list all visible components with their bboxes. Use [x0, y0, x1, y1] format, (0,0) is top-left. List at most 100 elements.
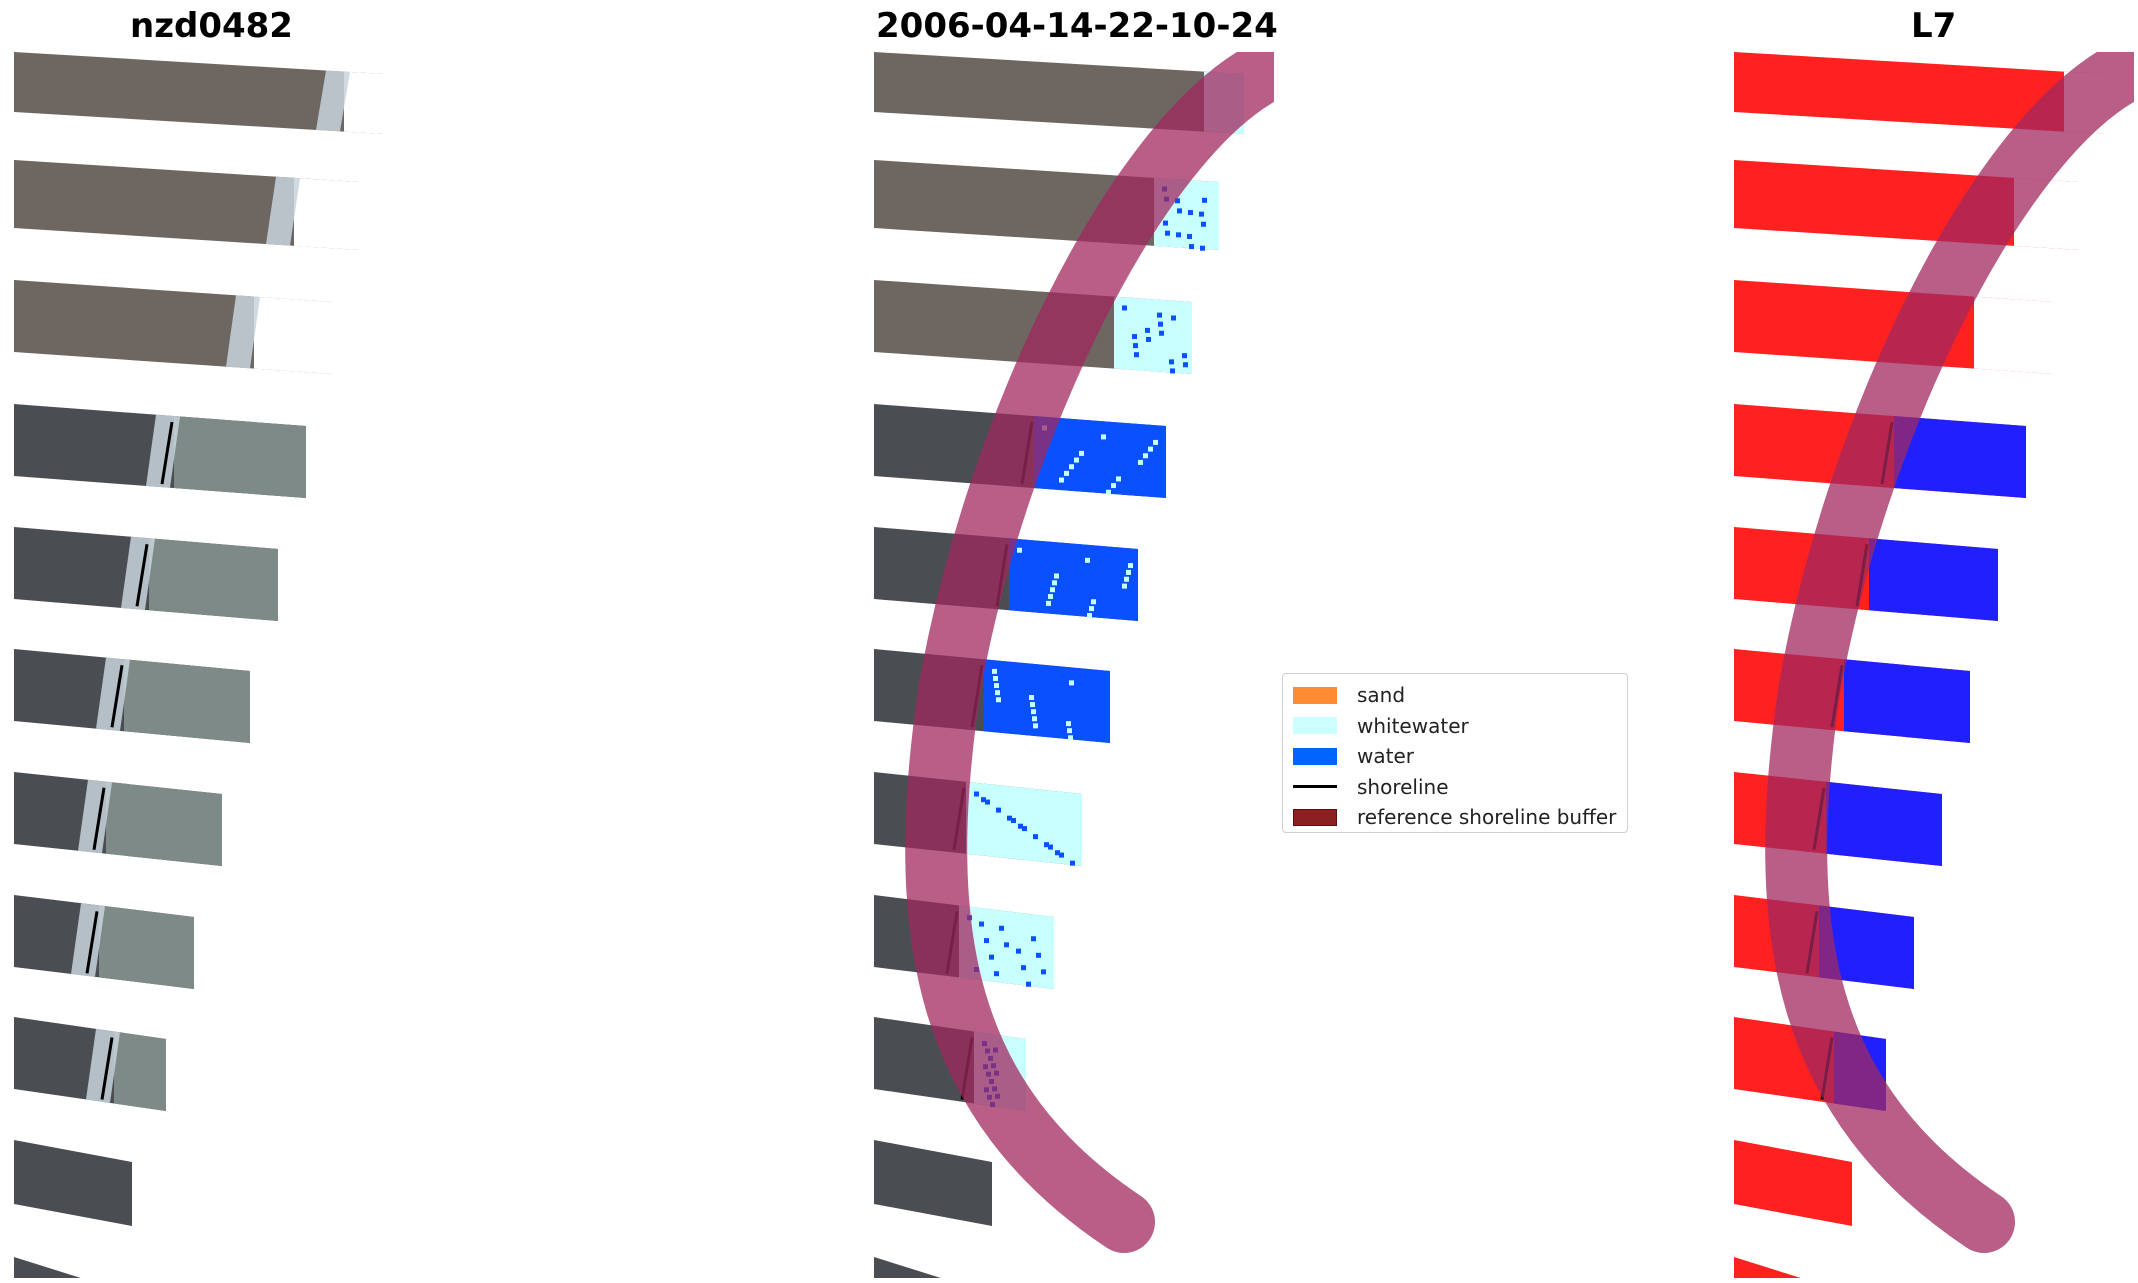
legend-label: sand: [1357, 683, 1406, 708]
rgb-image-panel: [14, 52, 414, 1278]
legend-label: water: [1357, 744, 1414, 769]
sea-area: [1844, 659, 1970, 743]
class-speckle: [1177, 208, 1182, 214]
image-strip: [14, 404, 306, 498]
class-speckle: [996, 807, 1001, 813]
class-speckle: [1069, 464, 1074, 470]
shoreline-segment: [110, 665, 124, 728]
class-speckle: [1169, 359, 1174, 365]
class-speckle: [1069, 680, 1074, 686]
image-strip: [14, 1017, 166, 1111]
class-speckle: [1175, 198, 1180, 204]
sea-area: [1826, 781, 1942, 866]
class-speckle: [989, 954, 994, 960]
class-speckle: [1018, 823, 1023, 829]
class-speckle: [984, 938, 989, 944]
surf-band: [226, 295, 260, 369]
class-speckle: [1059, 852, 1064, 858]
image-strip: [14, 280, 332, 374]
reference-shoreline-buffer: [1765, 52, 2134, 1253]
shoreline-line-icon: [1293, 785, 1337, 789]
whitewater-swatch: [1293, 717, 1337, 735]
sea-area: [1034, 416, 1166, 498]
class-speckle: [1201, 221, 1206, 227]
class-speckle: [1048, 594, 1053, 600]
land-area: [1734, 1140, 1852, 1226]
image-strip: [14, 1257, 81, 1278]
classified-image: [874, 52, 1274, 1278]
class-speckle: [1036, 952, 1041, 958]
class-speckle: [1111, 483, 1116, 489]
classified-image-panel: [874, 52, 1274, 1278]
sea-area: [1009, 538, 1138, 621]
sea-area: [114, 1031, 166, 1111]
sea-area: [124, 659, 250, 743]
image-strip: [1734, 1140, 1852, 1226]
class-speckle: [995, 690, 1000, 696]
image-strip: [1734, 772, 1942, 866]
class-speckle: [1170, 368, 1175, 374]
class-speckle: [1050, 587, 1055, 593]
class-speckle: [1143, 453, 1148, 459]
class-speckle: [994, 971, 999, 977]
class-speckle: [1163, 220, 1168, 226]
index-image-panel: [1734, 52, 2134, 1278]
class-speckle: [1026, 981, 1031, 987]
sea-area: [966, 781, 1082, 866]
sea-area: [254, 296, 332, 374]
class-speckle: [1200, 245, 1205, 251]
shoreline-segment: [100, 1037, 114, 1100]
image-strip: [874, 649, 1110, 743]
index-image: [1734, 52, 2134, 1278]
class-speckle: [1079, 450, 1084, 456]
class-speckle: [1085, 557, 1090, 563]
class-speckle: [1033, 834, 1038, 840]
class-speckle: [1074, 457, 1079, 463]
shoreline-segment: [160, 421, 174, 485]
class-speckle: [1171, 315, 1176, 321]
class-speckle: [1182, 353, 1187, 359]
class-speckle: [979, 921, 984, 927]
surf-band: [266, 176, 300, 246]
class-speckle: [981, 797, 986, 803]
image-strip: [14, 649, 250, 743]
land-area: [14, 1257, 81, 1278]
legend-item-shoreline: shoreline: [1293, 772, 1617, 803]
class-speckle: [1068, 735, 1073, 741]
class-speckle: [1007, 815, 1012, 821]
class-speckle: [996, 697, 1001, 703]
class-speckle: [1017, 547, 1022, 553]
class-speckle: [1052, 580, 1057, 586]
class-speckle: [1054, 573, 1059, 579]
class-speckle: [1132, 334, 1137, 340]
class-speckle: [1187, 233, 1192, 239]
sea-area: [984, 659, 1110, 743]
class-speckle: [1199, 211, 1204, 217]
class-speckle: [1122, 305, 1127, 311]
class-speckle: [994, 683, 999, 689]
class-speckle: [1031, 936, 1036, 942]
class-speckle: [1044, 842, 1049, 848]
image-strip: [1734, 649, 1970, 743]
sea-area: [106, 781, 222, 866]
land-area: [14, 1140, 132, 1226]
class-speckle: [1046, 600, 1051, 606]
class-speckle: [999, 925, 1004, 931]
class-speckle: [1030, 702, 1035, 708]
class-speckle: [1176, 232, 1181, 238]
class-speckle: [1145, 327, 1150, 333]
land-area: [1734, 52, 2104, 134]
class-speckle: [1128, 563, 1133, 569]
shoreline-segment: [85, 911, 99, 974]
image-strip: [1734, 1257, 1801, 1278]
class-speckle: [1066, 721, 1071, 727]
class-speckle: [1021, 965, 1026, 971]
land-area: [874, 1140, 992, 1226]
class-speckle: [1158, 321, 1163, 327]
class-speckle: [1029, 695, 1034, 701]
legend-label: shoreline: [1357, 774, 1449, 799]
image-strip: [14, 52, 384, 134]
image-strip: [14, 772, 222, 866]
class-speckle: [1106, 489, 1111, 495]
class-speckle: [1091, 599, 1096, 605]
